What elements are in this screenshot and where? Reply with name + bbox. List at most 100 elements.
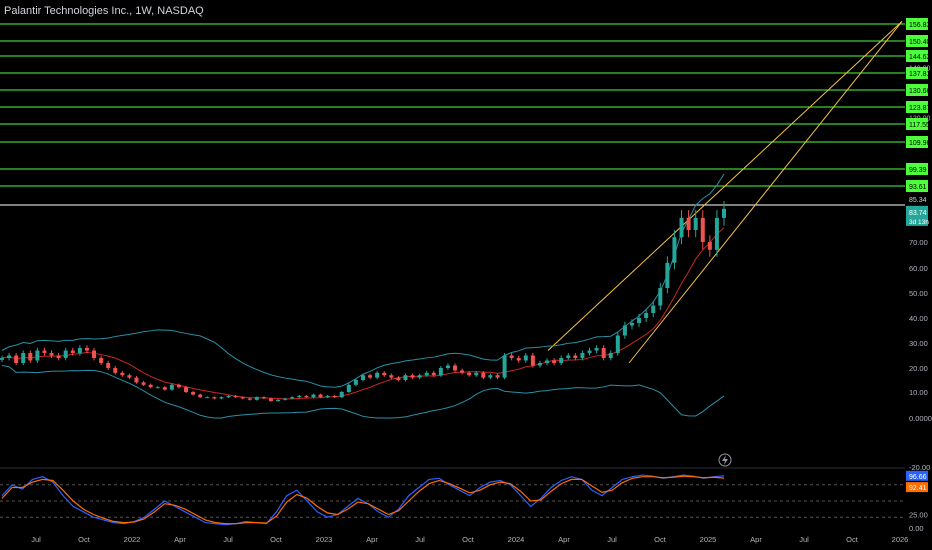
rising-channel	[547, 21, 903, 364]
candle-body	[637, 318, 642, 323]
candle-body	[559, 358, 564, 363]
candle-body	[162, 387, 167, 390]
bollinger-lower	[1, 365, 725, 419]
candle-body	[276, 399, 281, 402]
time-tick-label: 2026	[892, 535, 909, 544]
current-price-label: 83.74	[909, 210, 927, 217]
candle-body	[665, 262, 670, 288]
candle-body	[495, 375, 500, 378]
lightning-icon[interactable]	[718, 453, 732, 467]
channel-lower	[628, 21, 903, 364]
candle-body	[99, 358, 104, 363]
level-tag	[906, 101, 928, 113]
candle-body	[502, 355, 507, 378]
candle-body	[481, 372, 486, 378]
candle-body	[56, 355, 61, 358]
candle-body	[361, 375, 365, 380]
candle-body	[134, 377, 139, 383]
candle-body	[601, 348, 606, 358]
ma-line	[1, 227, 725, 400]
time-tick-label: Apr	[366, 535, 378, 544]
horizontal-levels	[0, 23, 905, 206]
candle-body	[191, 392, 196, 395]
osc-tick-label: 25.00	[909, 511, 928, 520]
candle-body	[573, 355, 578, 358]
candle-body	[580, 353, 585, 358]
time-axis[interactable]: Jul Oct 2022 Apr Jul Oct 2023 Apr Jul Oct 2024 Apr J…	[31, 535, 908, 544]
candle-body	[445, 365, 450, 368]
time-tick-label: Jul	[799, 535, 809, 544]
candle-body	[375, 372, 380, 378]
candle-body	[410, 375, 415, 378]
candle-body	[92, 350, 97, 358]
candle-body	[290, 397, 295, 399]
candle-body	[198, 394, 203, 398]
time-tick-label: Oct	[654, 535, 667, 544]
candle-body	[176, 384, 181, 388]
time-tick-label: 2025	[700, 535, 717, 544]
candle-body	[545, 360, 550, 363]
candle-body	[113, 368, 118, 373]
candle-body	[424, 372, 429, 376]
candle-body	[537, 363, 542, 366]
candle-body	[453, 365, 458, 371]
level-tag	[906, 136, 928, 148]
candle-body	[382, 372, 387, 376]
osc-tick-label: 0.00	[909, 524, 924, 533]
candle-body	[566, 355, 571, 358]
chart-title: Palantir Technologies Inc., 1W, NASDAQ	[4, 5, 204, 17]
candle-body	[325, 395, 330, 398]
candle-body	[552, 360, 557, 363]
candle-body	[120, 372, 125, 376]
candle-body	[658, 288, 663, 306]
candle-body	[77, 348, 82, 353]
level-tag	[906, 118, 928, 130]
candle-body	[212, 397, 217, 399]
price-tick-label: 50.00	[909, 289, 928, 298]
candle-body	[332, 395, 337, 398]
candle-body	[672, 237, 677, 263]
level-tag-label: 150.40	[909, 39, 931, 46]
candle-body	[438, 368, 443, 376]
oscillator-pane	[0, 467, 905, 526]
time-tick-label: Apr	[174, 535, 186, 544]
bollinger-upper	[1, 173, 725, 388]
candle-body	[417, 375, 422, 378]
candle-body	[594, 348, 599, 351]
candle-body	[353, 380, 358, 385]
level-tag-label: 109.96	[909, 140, 931, 147]
price-tick-label: -20.00	[909, 463, 930, 472]
candle-body	[644, 313, 649, 318]
price-tick-label: 0.0000	[909, 414, 932, 423]
candle-body	[169, 384, 174, 390]
level-tag	[906, 180, 928, 192]
osc-d-line	[1, 475, 725, 525]
price-tick-label: 20.00	[909, 364, 928, 373]
level-tag	[906, 67, 928, 79]
candle-body	[368, 375, 373, 378]
price-tick-label: 70.00	[909, 238, 928, 247]
candle-body	[84, 348, 89, 351]
candle-body	[63, 350, 68, 358]
candle-body	[283, 398, 288, 400]
candle-body	[431, 372, 436, 376]
candle-body	[608, 353, 613, 358]
moving-average	[1, 227, 725, 400]
candle-body	[722, 208, 726, 218]
time-tick-label: Oct	[462, 535, 475, 544]
price-axis[interactable]: 0.0000 10.00 20.00 30.00 40.00 50.00 60.00 70.0…	[905, 0, 932, 550]
current-price-tag	[906, 205, 928, 226]
candle-body	[21, 353, 26, 363]
candle-body	[141, 382, 146, 385]
candle-body	[693, 217, 698, 230]
candle-body	[629, 323, 634, 326]
candle-body	[311, 394, 316, 398]
candle-body	[297, 395, 302, 398]
candle-body	[70, 350, 75, 353]
candle-body	[247, 398, 252, 400]
level-tag	[906, 163, 928, 175]
candle-body	[304, 395, 309, 398]
time-tick-label: 2024	[508, 535, 525, 544]
time-tick-label: 2023	[316, 535, 333, 544]
